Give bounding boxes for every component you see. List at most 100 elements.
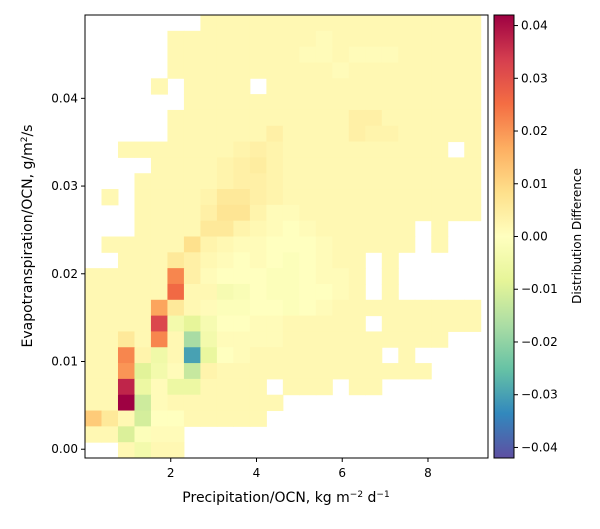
heatmap-cell <box>150 394 168 412</box>
heatmap-cell <box>183 109 201 127</box>
heatmap-cell <box>266 347 284 364</box>
heatmap-cell <box>282 236 300 253</box>
heatmap-cell <box>233 173 251 190</box>
heatmap-cell <box>348 173 366 190</box>
heatmap-cell <box>381 363 399 380</box>
heatmap-cell <box>315 173 333 190</box>
heatmap-cell <box>117 299 135 317</box>
heatmap-cell <box>266 15 284 32</box>
heatmap-cell <box>299 363 317 380</box>
heatmap-cell <box>282 15 300 32</box>
heatmap-cell <box>117 315 135 332</box>
heatmap-cell <box>200 410 218 427</box>
heatmap-cell <box>282 109 300 127</box>
heatmap-cell <box>348 363 366 380</box>
heatmap-cell <box>233 30 251 48</box>
heatmap-cell <box>315 283 333 301</box>
heatmap-cell <box>134 173 152 190</box>
heatmap-cell <box>266 94 284 111</box>
heatmap-cell <box>381 299 399 317</box>
heatmap-cell <box>200 378 218 396</box>
heatmap-cell <box>249 220 267 237</box>
heatmap-cell <box>101 283 119 301</box>
heatmap-cell <box>216 46 234 63</box>
heatmap-cell <box>398 125 416 143</box>
heatmap-cell <box>150 236 168 253</box>
heatmap-cell <box>249 94 267 111</box>
heatmap-cell <box>464 30 482 48</box>
heatmap-cell <box>150 426 168 443</box>
heatmap-cell <box>85 394 102 412</box>
heatmap-cell <box>200 109 218 127</box>
heatmap-cell <box>249 204 267 222</box>
heatmap-cell <box>398 46 416 63</box>
heatmap-cell <box>348 236 366 253</box>
heatmap-cell <box>464 125 482 143</box>
heatmap-cell <box>249 283 267 301</box>
heatmap-cell <box>117 347 135 364</box>
heatmap-cell <box>348 30 366 48</box>
heatmap-cell <box>431 173 449 190</box>
heatmap-cell <box>365 220 383 237</box>
heatmap-cell <box>447 204 465 222</box>
heatmap-cell <box>200 189 218 206</box>
heatmap-cell <box>365 94 383 111</box>
heatmap-cell <box>332 347 350 364</box>
heatmap-cell <box>315 109 333 127</box>
heatmap-cell <box>117 363 135 380</box>
heatmap-cell <box>150 331 168 348</box>
heatmap-cell <box>398 363 416 380</box>
heatmap-cell <box>299 283 317 301</box>
heatmap-cell <box>249 394 267 412</box>
heatmap-cell <box>167 189 185 206</box>
heatmap-cell <box>233 331 251 348</box>
heatmap-cell <box>167 220 185 237</box>
heatmap-cell <box>315 220 333 237</box>
heatmap-cell <box>183 30 201 48</box>
heatmap-cell <box>431 141 449 158</box>
heatmap-cell <box>117 442 135 458</box>
heatmap-cell <box>167 426 185 443</box>
heatmap-cell <box>233 220 251 237</box>
heatmap-cell <box>282 173 300 190</box>
heatmap-cell <box>134 426 152 443</box>
heatmap-cell <box>398 15 416 32</box>
heatmap-cell <box>348 331 366 348</box>
heatmap-cell <box>183 46 201 63</box>
heatmap-cell <box>447 78 465 95</box>
colorbar-tick-label: 0.02 <box>521 124 548 138</box>
heatmap-cell <box>431 220 449 237</box>
heatmap-cell <box>266 331 284 348</box>
heatmap-cell <box>414 62 432 79</box>
heatmap-cell <box>183 299 201 317</box>
heatmap-cell <box>117 426 135 443</box>
heatmap-cell <box>266 46 284 63</box>
heatmap-cell <box>117 252 135 269</box>
heatmap-cell <box>134 331 152 348</box>
heatmap-cell <box>249 15 267 32</box>
heatmap-cell <box>233 189 251 206</box>
heatmap-cell <box>348 189 366 206</box>
heatmap-cell <box>117 378 135 396</box>
heatmap-cell <box>200 394 218 412</box>
heatmap-cell <box>150 157 168 174</box>
heatmap-cell <box>167 204 185 222</box>
heatmap-cell <box>315 30 333 48</box>
heatmap-cell <box>200 331 218 348</box>
heatmap-cell <box>249 236 267 253</box>
heatmap-cell <box>117 236 135 253</box>
colorbar-tick-label: 0.04 <box>521 19 548 33</box>
heatmap-cell <box>414 94 432 111</box>
heatmap-cell <box>233 78 251 95</box>
heatmap-cell <box>365 30 383 48</box>
heatmap-cell <box>299 62 317 79</box>
heatmap-cell <box>398 173 416 190</box>
heatmap-cell <box>299 94 317 111</box>
heatmap-cell <box>414 299 432 317</box>
heatmap-cell <box>233 394 251 412</box>
heatmap-cell <box>282 220 300 237</box>
heatmap-cell <box>381 236 399 253</box>
heatmap-cell <box>332 46 350 63</box>
heatmap-cell <box>431 62 449 79</box>
